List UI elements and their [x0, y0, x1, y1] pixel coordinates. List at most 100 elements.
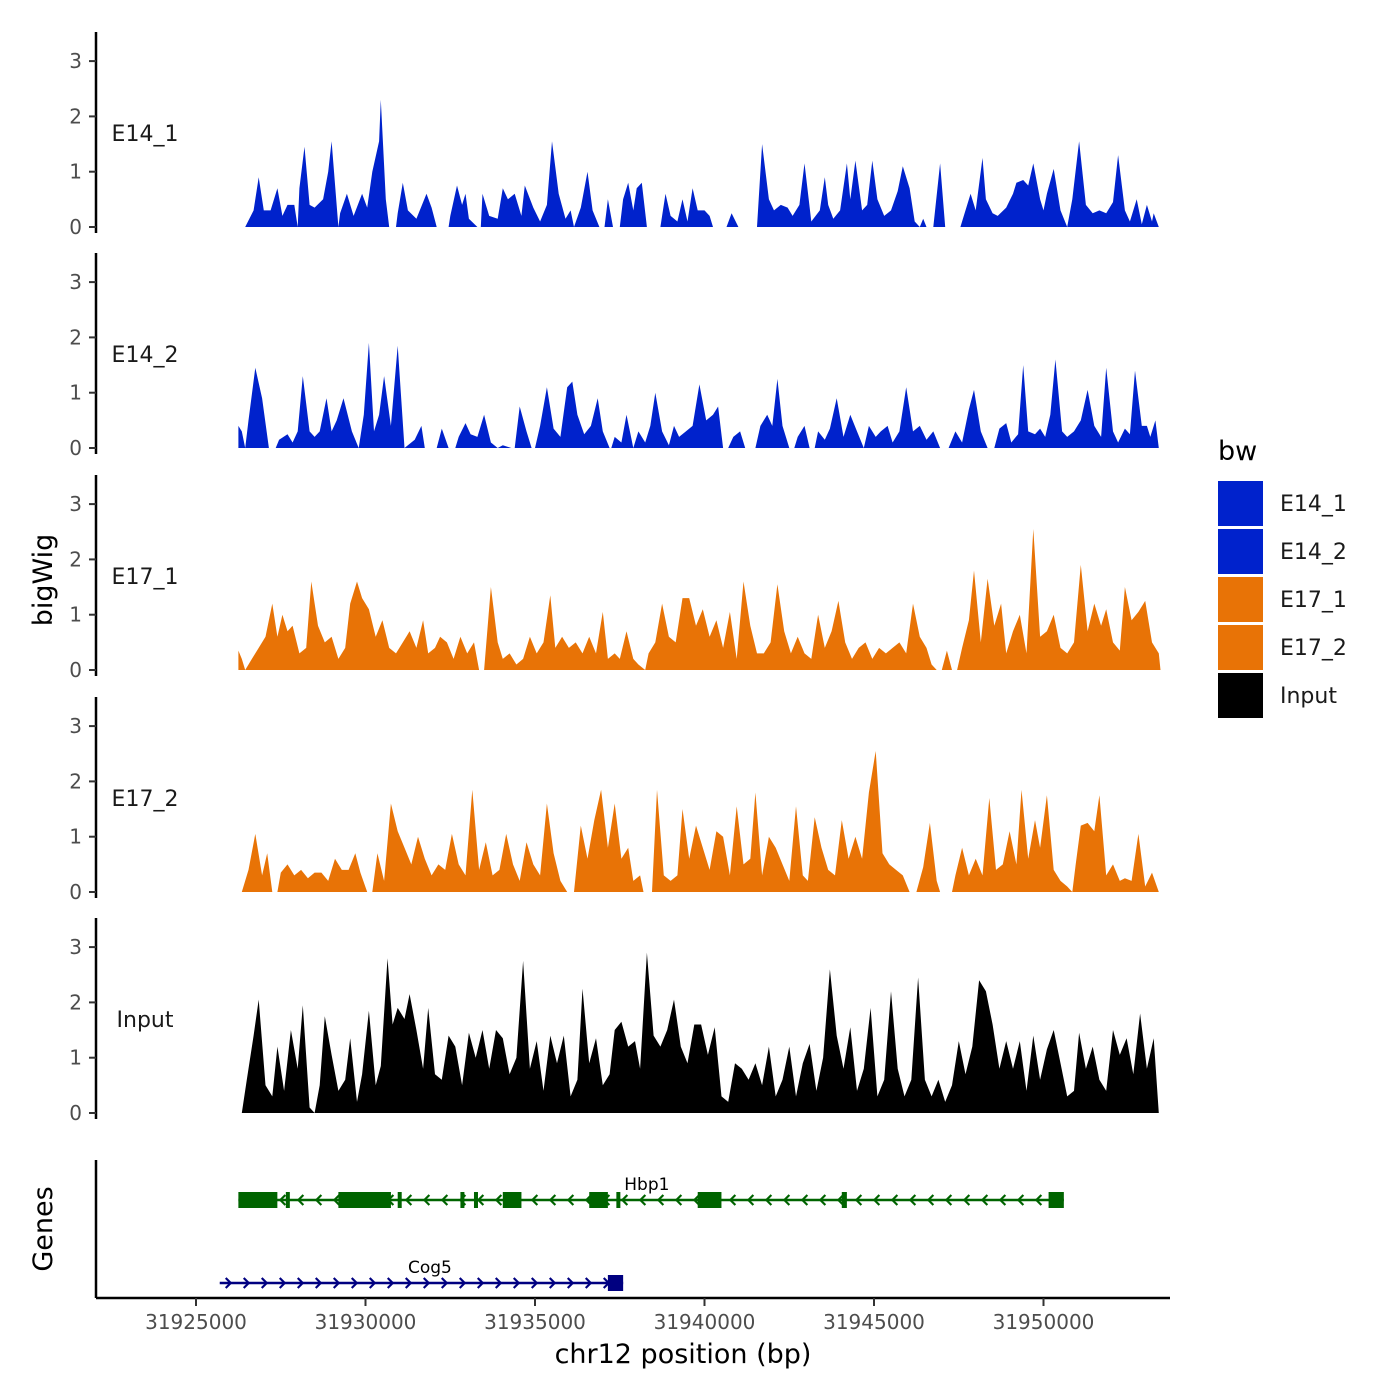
hbp1-exon: [616, 1192, 621, 1208]
cog5-strand-chevron: [512, 1277, 521, 1289]
input-track-label: Input: [117, 1008, 174, 1033]
hbp1-strand-chevron: [1016, 1194, 1025, 1206]
hbp1-exon: [502, 1192, 522, 1208]
hbp1-strand-chevron: [818, 1194, 827, 1206]
hbp1-strand-chevron: [674, 1194, 683, 1206]
track-input: 0 1 2 3 Input: [69, 918, 1159, 1125]
cog5-strand-chevron: [476, 1277, 485, 1289]
gene-cog5: Cog5: [219, 1258, 624, 1291]
cog5-strand-chevron: [494, 1277, 503, 1289]
track-e14-2: 0 1 2 3 E14_2: [69, 253, 1159, 460]
hbp1-strand-chevron: [404, 1194, 413, 1206]
hbp1-strand-chevron: [1034, 1194, 1043, 1206]
track-e17-1: 0 1 2 3 E17_1: [69, 475, 1161, 682]
e17-2-y-tick-label: 1: [69, 825, 82, 849]
hbp1-strand-chevron: [890, 1194, 899, 1206]
legend-key-e17-1: [1218, 577, 1263, 622]
hbp1-strand-chevron: [494, 1194, 503, 1206]
e17-1-y-tick-label: 0: [69, 658, 82, 682]
hbp1-strand-chevron: [440, 1194, 449, 1206]
hbp1-strand-chevron: [476, 1194, 485, 1206]
legend-label-e14-2: E14_2: [1280, 540, 1347, 565]
hbp1-strand-chevron: [782, 1194, 791, 1206]
hbp1-strand-chevron: [620, 1194, 629, 1206]
hbp1-strand-chevron: [854, 1194, 863, 1206]
cog5-strand-chevron: [350, 1277, 359, 1289]
hbp1-strand-chevron: [278, 1194, 287, 1206]
cog5-strand-chevron: [422, 1277, 431, 1289]
legend-title: bw: [1218, 436, 1257, 467]
hbp1-exon: [460, 1192, 465, 1208]
hbp1-strand-chevron: [908, 1194, 917, 1206]
cog5-exon: [607, 1275, 624, 1291]
input-coverage-area: [241, 952, 1159, 1113]
cog5-strand-chevron: [260, 1277, 269, 1289]
hbp1-exon: [285, 1192, 290, 1208]
e14-2-coverage-area: [238, 342, 1159, 448]
cog5-strand-chevron: [386, 1277, 395, 1289]
hbp1-strand-chevron: [962, 1194, 971, 1206]
hbp1-exon: [238, 1192, 278, 1208]
genes-panel: Genes Hbp1 Cog5: [28, 1160, 1064, 1298]
x-axis-tick-label: 31950000: [993, 1310, 1095, 1334]
e17-2-y-tick-label: 3: [69, 714, 82, 738]
y-axis-title: bigWig: [28, 534, 59, 627]
legend-key-input: [1218, 673, 1263, 718]
hbp1-strand-chevron: [800, 1194, 809, 1206]
hbp1-strand-chevron: [422, 1194, 431, 1206]
e14-2-track-label: E14_2: [112, 343, 179, 368]
hbp1-strand-chevron: [692, 1194, 701, 1206]
cog5-strand-chevron: [368, 1277, 377, 1289]
e17-1-y-tick-label: 3: [69, 492, 82, 516]
hbp1-exon: [841, 1192, 847, 1208]
input-y-tick-label: 1: [69, 1046, 82, 1070]
e17-2-track-label: E17_2: [112, 787, 179, 812]
x-axis-title: chr12 position (bp): [555, 1339, 812, 1370]
e17-2-coverage-area: [241, 751, 1159, 892]
hbp1-strand-chevron: [998, 1194, 1007, 1206]
x-axis-tick-label: 31930000: [315, 1310, 417, 1334]
hbp1-strand-chevron: [656, 1194, 665, 1206]
hbp1-exon: [697, 1192, 722, 1208]
legend-label-input: Input: [1280, 684, 1337, 709]
e14-2-y-tick-label: 2: [69, 325, 82, 349]
e17-2-y-tick-label: 0: [69, 880, 82, 904]
hbp1-exon: [1048, 1192, 1064, 1208]
x-axis-tick-label: 31945000: [823, 1310, 925, 1334]
hbp1-strand-chevron: [746, 1194, 755, 1206]
hbp1-strand-chevron: [332, 1194, 341, 1206]
cog5-strand-chevron: [278, 1277, 287, 1289]
hbp1-strand-chevron: [548, 1194, 557, 1206]
cog5-strand-chevron: [224, 1277, 233, 1289]
cog5-gene-label: Cog5: [408, 1258, 452, 1278]
e14-2-y-tick-label: 0: [69, 436, 82, 460]
cog5-strand-chevron: [548, 1277, 557, 1289]
e17-1-track-label: E17_1: [112, 565, 179, 590]
track-e14-1: 0 1 2 3 E14_1: [69, 32, 1159, 239]
e14-1-coverage-area: [245, 99, 1159, 227]
gene-hbp1: Hbp1: [238, 1175, 1064, 1208]
cog5-strand-chevron: [242, 1277, 251, 1289]
genes-panel-title: Genes: [28, 1186, 59, 1271]
legend-key-e14-1: [1218, 481, 1263, 526]
e17-2-y-tick-label: 2: [69, 769, 82, 793]
x-axis-tick-label: 31940000: [654, 1310, 756, 1334]
hbp1-exon: [338, 1192, 391, 1208]
hbp1-strand-chevron: [944, 1194, 953, 1206]
hbp1-strand-chevron: [872, 1194, 881, 1206]
e17-1-coverage-area: [238, 529, 1161, 670]
hbp1-strand-chevron: [566, 1194, 575, 1206]
x-axis: 31925000 31930000 31935000 31940000 31945000…: [96, 1296, 1170, 1334]
e17-1-y-tick-label: 1: [69, 603, 82, 627]
hbp1-strand-chevron: [728, 1194, 737, 1206]
hbp1-strand-chevron: [638, 1194, 647, 1206]
hbp1-exon: [473, 1192, 478, 1208]
cog5-strand-chevron: [440, 1277, 449, 1289]
cog5-strand-chevron: [404, 1277, 413, 1289]
hbp1-strand-chevron: [980, 1194, 989, 1206]
e14-2-y-tick-label: 3: [69, 270, 82, 294]
e14-1-track-label: E14_1: [112, 122, 179, 147]
cog5-strand-chevron: [584, 1277, 593, 1289]
e14-1-y-tick-label: 3: [69, 49, 82, 73]
